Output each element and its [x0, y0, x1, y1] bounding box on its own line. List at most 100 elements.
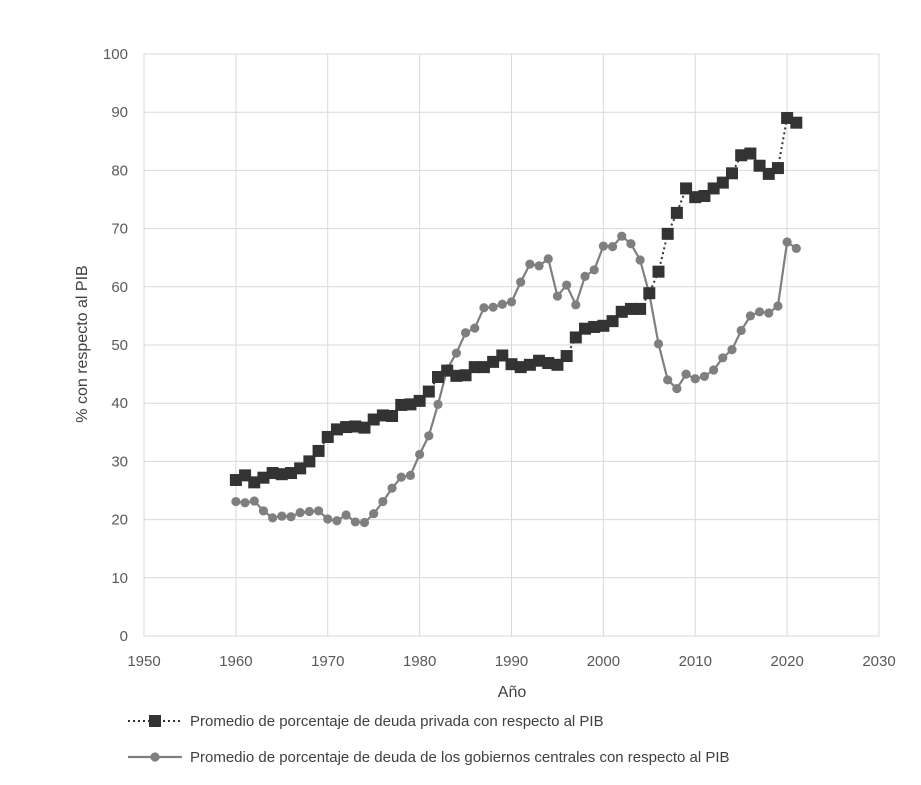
data-point [791, 243, 801, 253]
data-point [303, 455, 316, 468]
data-point [505, 358, 518, 371]
data-point [413, 394, 426, 407]
x-tick-label: 1980 [403, 653, 436, 670]
data-point [313, 506, 324, 516]
data-point [643, 287, 656, 300]
data-point [589, 265, 599, 275]
data-point [516, 277, 526, 287]
data-point [285, 467, 297, 480]
x-tick-label: 2000 [587, 653, 620, 670]
data-point [652, 265, 665, 278]
data-point [579, 322, 591, 335]
data-point [239, 469, 252, 482]
data-point [332, 516, 342, 526]
y-tick-label: 40 [111, 395, 128, 412]
data-point [698, 190, 711, 203]
data-point [415, 449, 425, 460]
data-point [681, 369, 691, 379]
data-point [349, 420, 362, 433]
data-point [451, 348, 461, 358]
data-point [268, 513, 278, 523]
data-point [341, 510, 351, 520]
data-point [257, 471, 270, 484]
data-point [369, 509, 379, 519]
y-tick-label: 0 [120, 628, 128, 645]
data-point [569, 331, 582, 344]
y-tick-label: 90 [111, 104, 128, 121]
data-point [422, 385, 435, 398]
data-point [560, 350, 573, 363]
data-point [404, 398, 417, 411]
data-point [735, 149, 748, 162]
data-point [396, 472, 406, 482]
data-point [525, 259, 535, 269]
data-point [340, 421, 353, 434]
data-point [386, 410, 399, 423]
y-tick-label: 80 [111, 162, 128, 179]
data-point [597, 319, 610, 332]
y-tick-label: 20 [111, 512, 128, 529]
series-layer [229, 112, 803, 528]
data-point [359, 517, 370, 528]
x-tick-label: 2010 [679, 653, 712, 670]
data-point [275, 468, 288, 481]
data-point [249, 496, 259, 506]
data-point [764, 308, 774, 318]
y-tick-label: 60 [111, 279, 128, 296]
data-point [653, 339, 664, 349]
data-point [727, 345, 737, 355]
data-point [497, 299, 507, 309]
gridlines [143, 53, 880, 637]
legend-marker [149, 715, 161, 727]
legend-item: Promedio de porcentaje de deuda de los g… [128, 749, 730, 766]
legend-label: Promedio de porcentaje de deuda privada … [190, 713, 604, 730]
data-point [477, 361, 490, 374]
data-point [762, 167, 775, 180]
legend-marker [150, 752, 160, 762]
data-point [663, 375, 673, 385]
x-tick-label: 1960 [219, 653, 252, 670]
data-point [479, 303, 489, 313]
x-tick-label: 1950 [127, 653, 160, 670]
plot-frame [143, 53, 880, 637]
data-point [294, 462, 307, 475]
data-point [321, 430, 334, 443]
data-point [782, 237, 792, 247]
data-point [330, 423, 343, 436]
data-point [773, 301, 783, 311]
data-point [266, 467, 279, 480]
x-tick-label: 1970 [311, 653, 344, 670]
series-private-debt [229, 112, 803, 489]
data-point [598, 241, 608, 251]
data-point [468, 361, 481, 374]
y-axis-title: % con respecto al PIB [74, 265, 91, 422]
data-point [736, 325, 746, 336]
data-point [551, 358, 564, 371]
data-point [395, 398, 408, 411]
data-point [689, 191, 702, 204]
data-point [323, 514, 333, 524]
data-point [358, 421, 371, 434]
data-point [606, 315, 619, 328]
data-point [562, 280, 572, 290]
data-point [441, 364, 454, 377]
data-point [624, 302, 637, 315]
data-point [277, 511, 287, 521]
data-point [496, 349, 509, 362]
x-axis-title: Año [498, 684, 527, 701]
data-point [378, 496, 388, 507]
legend: Promedio de porcentaje de deuda privada … [128, 713, 730, 766]
data-point [635, 255, 645, 265]
data-point [580, 271, 590, 281]
data-point [672, 384, 682, 394]
x-tick-label: 1990 [495, 653, 528, 670]
data-point [304, 506, 314, 517]
data-point [460, 328, 471, 338]
x-tick-label: 2020 [770, 653, 803, 670]
data-point [424, 431, 434, 441]
data-point [534, 261, 544, 271]
data-point [790, 116, 803, 129]
data-point [699, 371, 710, 382]
data-point [533, 354, 546, 367]
data-point [258, 506, 269, 516]
